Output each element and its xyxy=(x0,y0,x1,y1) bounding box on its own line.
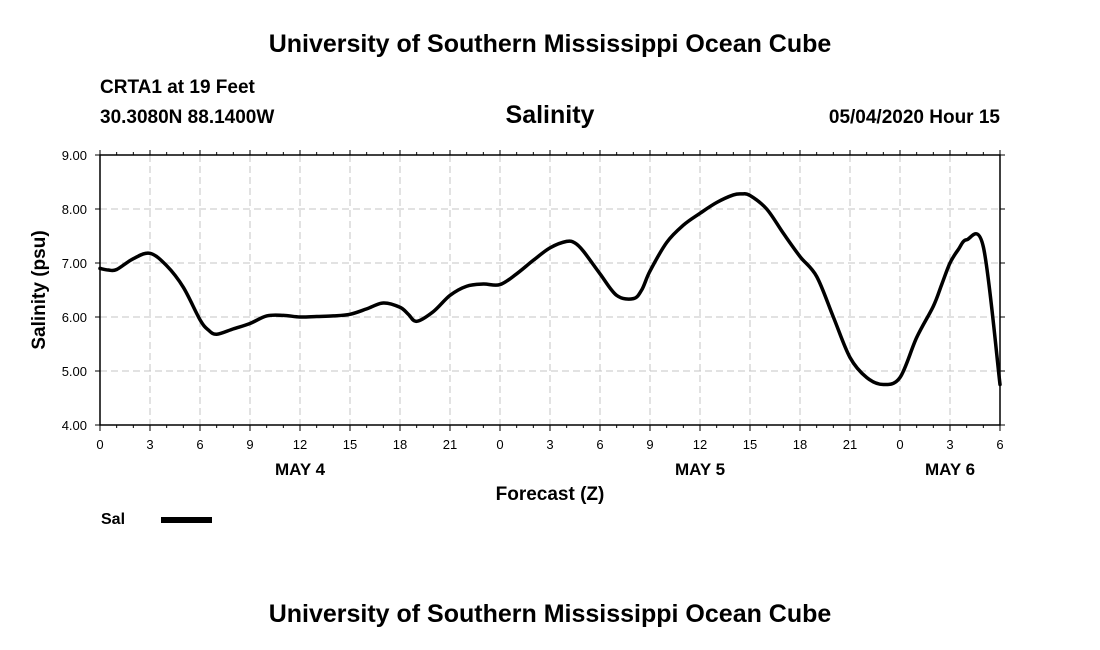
day-label: MAY 4 xyxy=(275,460,326,479)
y-tick-label: 4.00 xyxy=(62,418,87,433)
plot-frame xyxy=(99,154,1001,426)
x-axis-title: Forecast (Z) xyxy=(496,484,605,505)
x-tick-label: 9 xyxy=(646,437,653,452)
y-tick-label: 9.00 xyxy=(62,148,87,163)
x-tick-label: 15 xyxy=(343,437,357,452)
x-tick-label: 3 xyxy=(546,437,553,452)
station-label: CRTA1 at 19 Feet xyxy=(100,77,255,98)
y-tick-label: 5.00 xyxy=(62,364,87,379)
x-tick-label: 6 xyxy=(196,437,203,452)
day-label: MAY 5 xyxy=(675,460,725,479)
x-tick-label: 0 xyxy=(896,437,903,452)
forecast-timestamp: 05/04/2020 Hour 15 xyxy=(828,107,1000,128)
x-tick-label: 18 xyxy=(393,437,407,452)
legend-swatch xyxy=(161,517,212,523)
x-tick-label: 21 xyxy=(443,437,457,452)
x-tick-label: 3 xyxy=(146,437,153,452)
x-tick-label: 21 xyxy=(843,437,857,452)
page-title: University of Southern Mississippi Ocean… xyxy=(268,30,832,58)
plot-title: Salinity xyxy=(505,101,595,129)
y-tick-label: 8.00 xyxy=(62,202,87,217)
y-axis-title: Salinity (psu) xyxy=(29,230,50,349)
x-tick-label: 6 xyxy=(596,437,603,452)
series-layer xyxy=(98,192,1002,387)
x-tick-label: 18 xyxy=(793,437,807,452)
x-tick-label: 12 xyxy=(693,437,707,452)
legend-label: Sal xyxy=(101,511,126,528)
x-tick-label: 15 xyxy=(743,437,757,452)
footer-title: University of Southern Mississippi Ocean… xyxy=(268,600,832,628)
station-coordinates: 30.3080N 88.1400W xyxy=(100,107,275,128)
x-tick-label: 6 xyxy=(996,437,1003,452)
day-label: MAY 6 xyxy=(925,460,975,479)
x-tick-label: 9 xyxy=(246,437,253,452)
y-tick-label: 7.00 xyxy=(62,256,87,271)
y-tick-label: 6.00 xyxy=(62,310,87,325)
x-tick-label: 0 xyxy=(496,437,503,452)
x-tick-label: 12 xyxy=(293,437,307,452)
x-tick-label: 0 xyxy=(96,437,103,452)
series-line-sal xyxy=(98,192,1002,387)
grid-layer xyxy=(100,155,1000,425)
x-tick-label: 3 xyxy=(946,437,953,452)
axis-layer: 4.00 5.00 6.00 7.00 8.00 9.00 0 3 6 9 12 15 18 21 0 3 6 9… xyxy=(62,148,1005,479)
